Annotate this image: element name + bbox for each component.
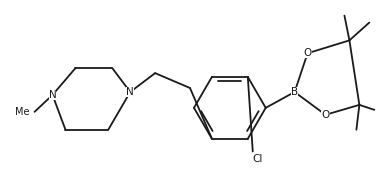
Text: O: O	[304, 48, 312, 58]
Text: B: B	[291, 87, 298, 97]
Text: N: N	[49, 90, 56, 100]
Text: Me: Me	[16, 107, 30, 117]
Text: O: O	[321, 110, 330, 120]
Text: N: N	[126, 87, 134, 97]
Text: Cl: Cl	[252, 155, 263, 164]
